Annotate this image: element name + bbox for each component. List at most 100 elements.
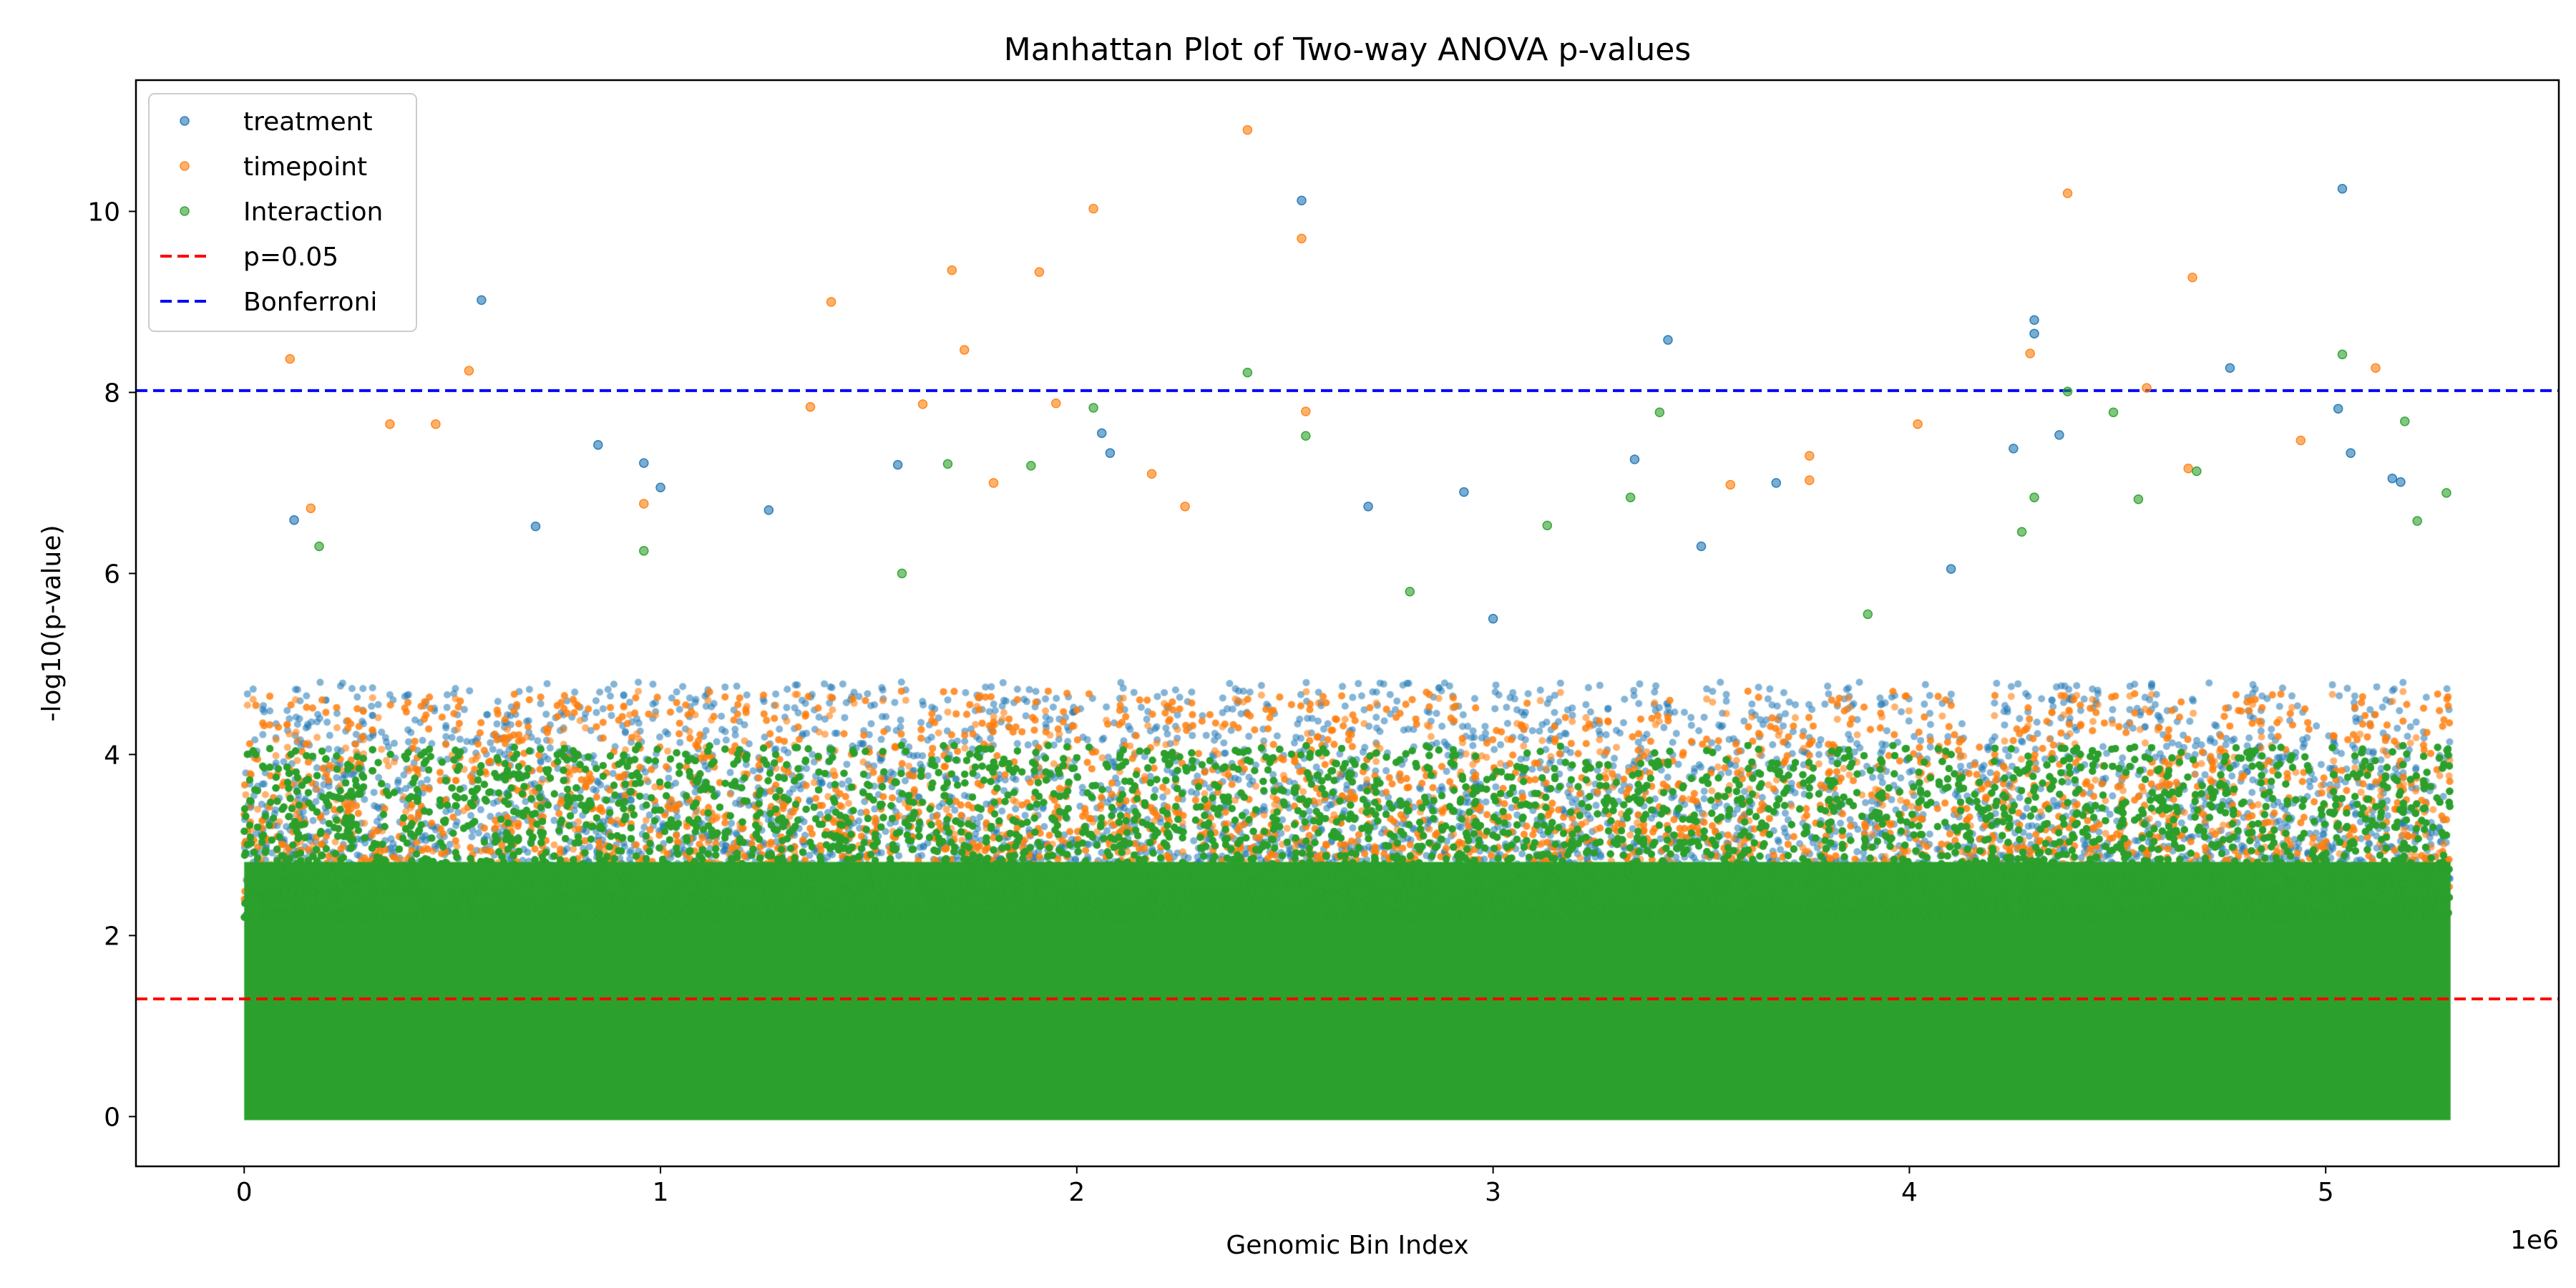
treatment-point <box>2333 404 2343 414</box>
treatment-point <box>2009 444 2019 454</box>
interaction-point <box>2062 386 2073 396</box>
legend-label: timepoint <box>243 152 367 182</box>
legend-label: Bonferroni <box>243 288 377 317</box>
timepoint-point <box>1913 419 1923 429</box>
x-axis-offset-label: 1e6 <box>2510 1226 2559 1255</box>
timepoint-point <box>464 366 474 376</box>
interaction-point <box>1301 431 1311 441</box>
treatment-point <box>1946 564 1956 574</box>
treatment-point <box>1297 195 1307 205</box>
timepoint-point <box>2187 273 2197 283</box>
timepoint-point <box>2062 188 2073 198</box>
treatment-point <box>763 505 774 515</box>
treatment-point <box>1629 454 1640 464</box>
treatment-point <box>1696 541 1707 552</box>
timepoint-point <box>385 419 395 429</box>
y-tick-label: 4 <box>104 741 120 770</box>
treatment-point <box>593 440 603 450</box>
interaction-point <box>1026 461 1036 471</box>
legend-box <box>148 93 417 332</box>
interaction-point <box>2029 492 2039 502</box>
timepoint-point <box>431 419 441 429</box>
interaction-point <box>1654 407 1665 418</box>
timepoint-point <box>639 499 649 509</box>
treatment-point <box>2387 473 2398 484</box>
x-tick-label: 0 <box>236 1178 253 1207</box>
treatment-point <box>530 521 541 532</box>
treatment-point <box>2396 477 2406 487</box>
timepoint-point <box>1146 469 1157 479</box>
treatment-point <box>1771 478 1781 488</box>
legend-marker-swatch <box>180 206 190 216</box>
timepoint-point <box>1088 203 1098 214</box>
treatment-point <box>1363 502 1373 512</box>
treatment-point <box>1105 448 1116 458</box>
x-tick-label: 4 <box>1901 1178 1918 1207</box>
treatment-point <box>2054 430 2064 440</box>
threshold-lines <box>136 389 2559 1000</box>
interaction-point <box>2441 488 2451 498</box>
y-tick-label: 8 <box>104 379 120 408</box>
timepoint-point <box>1034 267 1045 277</box>
treatment-point <box>2225 363 2235 374</box>
timepoint-point <box>917 399 928 409</box>
interaction-point <box>2133 494 2144 504</box>
treatment-point <box>2346 448 2356 458</box>
treatment-point <box>892 459 903 470</box>
timepoint-point <box>2296 435 2306 446</box>
timepoint-point <box>1297 233 1307 244</box>
interaction-point <box>1242 367 1253 378</box>
timepoint-point <box>2183 463 2193 474</box>
legend-label: p=0.05 <box>243 243 338 272</box>
x-axis-ticks: 0 1 2 3 4 5 <box>236 1166 2334 1207</box>
chart-title: Manhattan Plot of Two-way ANOVA p-values <box>1004 31 1691 68</box>
interaction-point <box>2399 416 2410 426</box>
timepoint-point <box>1180 502 1190 512</box>
treatment-point <box>655 482 665 492</box>
treatment-point <box>1459 487 1469 497</box>
y-axis-ticks: 0 2 4 6 8 10 <box>87 197 136 1132</box>
timepoint-point <box>988 478 999 488</box>
x-tick-label: 2 <box>1068 1178 1085 1207</box>
interaction-point <box>639 546 649 556</box>
interaction-point <box>2108 407 2119 418</box>
timepoint-point <box>2371 363 2381 374</box>
timepoint-point <box>285 353 296 364</box>
treatment-point <box>2337 184 2348 194</box>
timepoint-point <box>826 297 836 307</box>
interaction-point <box>942 459 953 469</box>
dense-points-cloud <box>136 80 2559 1166</box>
y-tick-label: 10 <box>87 197 120 227</box>
timepoint-point <box>1725 479 1735 490</box>
timepoint-point <box>306 503 316 514</box>
interaction-point <box>1088 403 1098 413</box>
x-tick-label: 3 <box>1485 1178 1501 1207</box>
interaction-point <box>1863 609 1873 620</box>
plot-frame <box>135 79 2560 1168</box>
treatment-point <box>477 295 487 306</box>
timepoint-point <box>2142 383 2152 393</box>
x-axis-label: Genomic Bin Index <box>1226 1231 1468 1260</box>
x-tick-label: 1 <box>653 1178 669 1207</box>
timepoint-point <box>947 265 957 275</box>
interaction-point <box>2016 527 2027 537</box>
treatment-point <box>1096 428 1107 439</box>
interaction-point <box>314 541 324 552</box>
data-points <box>285 125 2451 624</box>
y-tick-label: 0 <box>104 1103 120 1132</box>
timepoint-point <box>805 401 816 412</box>
treatment-point <box>1488 613 1498 624</box>
timepoint-point <box>1805 451 1815 461</box>
treatment-point <box>1663 335 1673 345</box>
interaction-point <box>1625 492 1636 502</box>
interaction-point <box>2192 466 2202 477</box>
x-tick-label: 5 <box>2318 1178 2334 1207</box>
timepoint-point <box>1242 125 1253 135</box>
timepoint-point <box>1805 475 1815 485</box>
legend-marker-swatch <box>180 116 190 126</box>
treatment-point <box>639 458 649 468</box>
interaction-point <box>1405 586 1415 597</box>
legend-label: Interaction <box>243 197 383 227</box>
timepoint-point <box>1050 398 1061 409</box>
